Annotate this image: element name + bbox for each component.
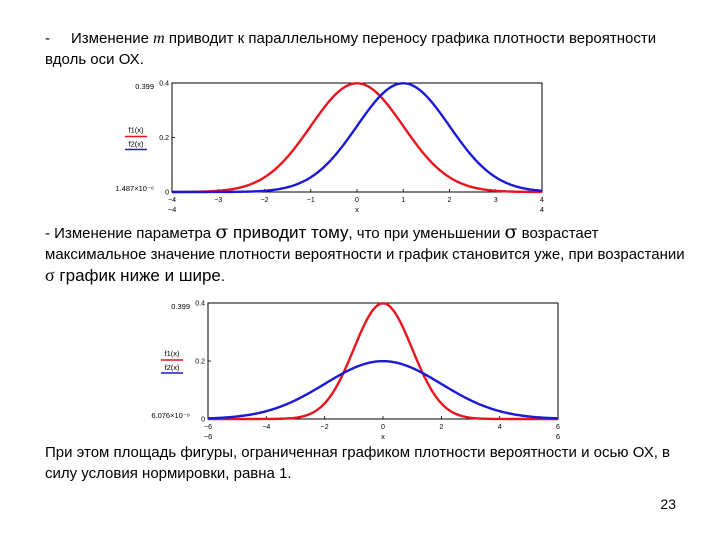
y-max-label: 0.399 (171, 302, 190, 311)
x-tick-label: 4 (540, 197, 544, 204)
chart-axes (171, 82, 543, 193)
x-tick-label: −3 (214, 197, 222, 204)
x-tick-label: −4 (262, 424, 270, 431)
text-segment: приводит тому (228, 223, 349, 242)
sigma-symbol: σ (45, 265, 55, 285)
x-tick-label: 0 (381, 424, 385, 431)
x-tick-label: −2 (261, 197, 269, 204)
legend-label-f1: f1(x) (129, 126, 145, 135)
x-axis-label: x (381, 432, 385, 441)
legend-label-f2: f2(x) (165, 363, 181, 372)
paragraph-sigma-change: - Изменение параметра σ приводит тому, ч… (45, 222, 695, 287)
paragraph-shift-m: - Изменение m приводит к параллельному пе… (45, 28, 685, 70)
x-tick-label: −6 (204, 424, 212, 431)
chart-labels: −4 −3 −2 −1 0 1 2 3 4 0 0.2 0.4 0.399 1.487×10⁻⁶ f1(x)… (115, 81, 544, 215)
sigma-symbol: σ (504, 221, 518, 243)
y-min-label: 1.487×10⁻⁶ (115, 184, 154, 193)
x-tick-label: 2 (448, 197, 452, 204)
x-tick-label: 0 (355, 197, 359, 204)
text-segment: Изменение (71, 30, 154, 47)
legend-label-f1: f1(x) (165, 349, 181, 358)
x-axis-label: x (355, 205, 359, 214)
plot-frame (171, 82, 543, 193)
text-segment: , что при уменьшении (348, 225, 505, 242)
list-dash: - (45, 30, 50, 47)
series-line-1 (208, 302, 558, 421)
m-symbol: m (153, 30, 165, 47)
x-tick-label: −2 (321, 424, 329, 431)
y-max-label: 0.399 (135, 82, 154, 91)
chart-labels: −6 −4 −2 0 2 4 6 0 0.2 0.4 0.399 6.076×10⁻⁹ f1(x) f2(… (151, 301, 560, 442)
x-tick-label: 2 (439, 424, 443, 431)
text-segment: приводит к параллельному переносу график… (45, 30, 657, 68)
y-tick-label: 0 (165, 190, 169, 197)
y-tick-label: 0.4 (159, 81, 169, 88)
density-chart-shift: −4 −3 −2 −1 0 1 2 3 4 0 0.2 0.4 0.399 1.487×10⁻⁶ f1(x)… (115, 81, 544, 215)
x-tick-label: −4 (168, 197, 176, 204)
y-min-label: 6.076×10⁻⁹ (151, 411, 190, 420)
text-segment: - Изменение параметра (45, 225, 216, 242)
text-segment: . (220, 268, 226, 285)
density-chart-sigma: −6 −4 −2 0 2 4 6 0 0.2 0.4 0.399 6.076×10⁻⁹ f1(x) f2(… (151, 301, 560, 442)
y-tick-label: 0.2 (159, 135, 169, 142)
x-tick-label: 4 (498, 424, 502, 431)
series-line-1 (172, 82, 542, 194)
sigma-symbol: σ (215, 221, 229, 243)
x-tick-label: −1 (307, 197, 315, 204)
x-tick-label: 6 (556, 424, 560, 431)
y-tick-label: 0.2 (195, 359, 205, 366)
paragraph-normalization: При этом площадь фигуры, ограниченная гр… (45, 444, 671, 482)
text-segment: график ниже и шире (54, 266, 221, 285)
series-line-2 (172, 82, 543, 194)
x-range-right: 6 (556, 432, 560, 441)
x-range-left: −4 (168, 205, 177, 214)
x-tick-label: 1 (401, 197, 405, 204)
y-tick-label: 0 (201, 417, 205, 424)
x-tick-label: 3 (494, 197, 498, 204)
x-range-left: −6 (204, 432, 213, 441)
x-range-right: 4 (540, 205, 544, 214)
chart-curves (207, 302, 559, 421)
series-line-2 (207, 359, 559, 420)
chart-curves (172, 82, 543, 194)
text-segment: возрастает максимальное значение плотнос… (45, 225, 685, 263)
legend-label-f2: f2(x) (129, 140, 145, 149)
y-tick-label: 0.4 (195, 301, 205, 308)
page-number: 23 (660, 496, 676, 512)
